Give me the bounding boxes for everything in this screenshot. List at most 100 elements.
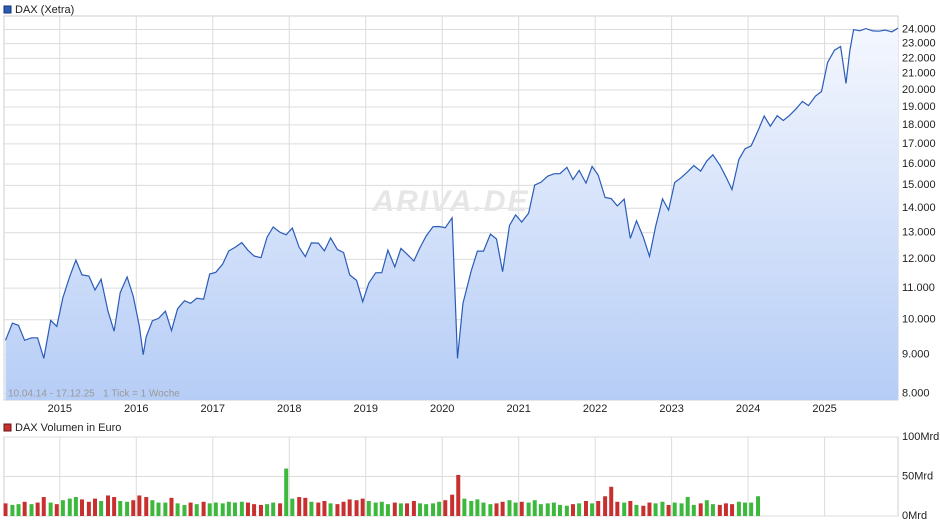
- volume-bar: [360, 498, 365, 516]
- y-tick-label: 100Mrd: [902, 431, 939, 443]
- y-tick-label: 0Mrd: [902, 510, 927, 522]
- y-tick-label: 12.000: [902, 253, 936, 265]
- y-tick-label: 19.000: [902, 101, 936, 113]
- volume-bar: [596, 500, 601, 516]
- price-line: [4, 27, 899, 359]
- volume-bar: [290, 498, 295, 516]
- volume-bar: [710, 504, 715, 516]
- volume-bar: [513, 502, 518, 516]
- volume-bar: [717, 504, 722, 516]
- volume-bar: [341, 501, 346, 516]
- volume-bar: [163, 502, 168, 516]
- volume-bar: [175, 503, 180, 516]
- legend-label: DAX (Xetra): [15, 4, 74, 16]
- y-tick-label: 50Mrd: [902, 470, 933, 482]
- volume-bar: [86, 501, 91, 516]
- volume-bar: [628, 500, 633, 516]
- y-tick-label: 16.000: [902, 158, 936, 170]
- watermark: ARIVA.DE: [371, 185, 529, 218]
- volume-bar: [756, 496, 761, 516]
- volume-bar: [112, 497, 117, 516]
- volume-panel: 0Mrd 50Mrd 100Mrd: [3, 431, 939, 522]
- volume-bar: [106, 495, 111, 516]
- volume-bar: [749, 502, 754, 516]
- volume-bar: [647, 502, 652, 516]
- volume-bar: [54, 504, 59, 516]
- volume-bar: [207, 503, 212, 516]
- x-tick-label: 2024: [736, 403, 760, 415]
- volume-bar: [462, 498, 467, 516]
- x-tick-label: 2015: [48, 403, 72, 415]
- volume-bar: [666, 504, 671, 516]
- volume-bar: [653, 503, 658, 516]
- volume-bar: [475, 499, 480, 516]
- volume-bar: [150, 500, 155, 516]
- volume-bar: [622, 502, 627, 516]
- volume-bar: [545, 503, 550, 516]
- volume-bar: [551, 502, 556, 516]
- volume-bar: [456, 474, 461, 516]
- volume-bar: [201, 501, 206, 516]
- volume-bar: [10, 504, 15, 516]
- volume-bar: [672, 502, 677, 516]
- volume-bar: [169, 497, 174, 516]
- volume-bar: [590, 503, 595, 516]
- y-tick-label: 11.000: [902, 282, 935, 294]
- y-tick-label: 14.000: [902, 202, 936, 214]
- volume-bar: [373, 502, 378, 516]
- x-tick-label: 2016: [124, 403, 148, 415]
- volume-bar: [691, 504, 696, 516]
- x-tick-label: 2023: [659, 403, 683, 415]
- volume-bar: [431, 503, 436, 516]
- volume-bar: [603, 496, 608, 516]
- volume-bar: [723, 503, 728, 516]
- legend-label: DAX Volumen in Euro: [15, 422, 121, 434]
- volume-bar: [500, 501, 505, 516]
- volume-bar: [698, 503, 703, 516]
- volume-bar: [60, 500, 65, 516]
- volume-bar: [93, 498, 98, 516]
- volume-bar: [220, 503, 225, 516]
- volume-bar: [309, 501, 314, 516]
- volume-bar: [583, 500, 588, 516]
- volume-bar: [41, 497, 46, 516]
- volume-bar: [615, 501, 620, 516]
- volume-bar: [494, 503, 499, 516]
- date-range-note: 10.04.14 - 17.12.25 1 Tick = 1 Woche: [8, 389, 180, 400]
- y-tick-label: 15.000: [902, 179, 936, 191]
- volume-bar: [232, 502, 237, 516]
- x-tick-label: 2020: [430, 403, 454, 415]
- volume-bar: [385, 504, 390, 516]
- volume-bar: [488, 504, 493, 516]
- volume-bar: [398, 503, 403, 516]
- y-tick-label: 18.000: [902, 119, 936, 131]
- x-tick-label: 2017: [201, 403, 225, 415]
- volume-bar: [450, 494, 455, 516]
- volume-bar: [322, 500, 327, 516]
- volume-bar: [265, 504, 270, 516]
- volume-bar: [271, 502, 276, 516]
- volume-bar: [570, 504, 575, 516]
- x-tick-label: 2022: [583, 403, 607, 415]
- volume-bar: [284, 468, 289, 516]
- volume-bar: [67, 498, 72, 516]
- volume-bar: [303, 497, 308, 516]
- volume-bar: [48, 502, 53, 516]
- legend-swatch: [3, 423, 12, 432]
- volume-bar: [704, 500, 709, 516]
- y-tick-label: 10.000: [902, 314, 936, 326]
- volume-bar: [736, 501, 741, 516]
- y-tick-label: 20.000: [902, 84, 936, 96]
- volume-bar: [437, 501, 442, 516]
- volume-bar: [278, 503, 283, 516]
- volume-bar: [335, 504, 340, 516]
- y-tick-label: 21.000: [902, 68, 936, 80]
- volume-bar: [564, 505, 569, 516]
- volume-bar: [194, 504, 199, 516]
- volume-bar: [743, 502, 748, 516]
- volume-bar: [3, 503, 8, 516]
- area-fill: [5, 28, 898, 400]
- volume-bar: [245, 502, 250, 516]
- volume-bar: [239, 501, 244, 516]
